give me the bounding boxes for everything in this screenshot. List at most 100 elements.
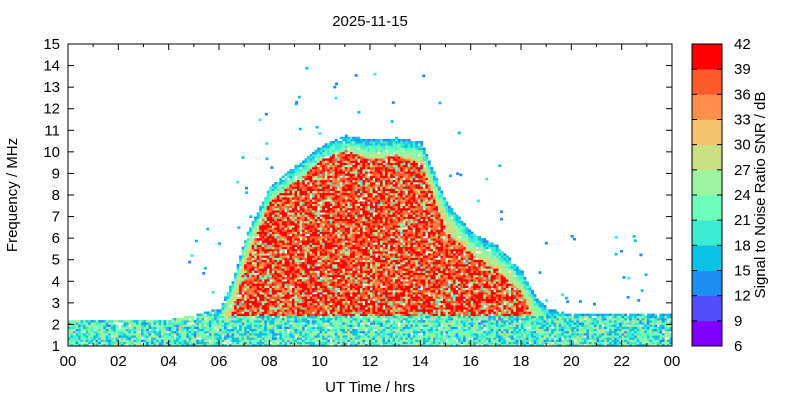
heatmap-cell: [354, 264, 358, 267]
heatmap-cell: [239, 335, 242, 338]
heatmap-cell: [352, 238, 356, 241]
heatmap-cell: [78, 343, 81, 347]
heatmap-cell: [362, 212, 366, 215]
heatmap-cell: [362, 253, 366, 256]
heatmap-cell: [93, 326, 96, 330]
heatmap-cell: [324, 255, 328, 258]
heatmap-cell: [279, 279, 283, 282]
heatmap-cell: [266, 285, 270, 289]
heatmap-cell: [357, 138, 361, 142]
heatmap-cell: [166, 322, 169, 325]
heatmap-cell: [324, 205, 328, 209]
heatmap-cell: [302, 218, 305, 222]
heatmap-cell: [286, 309, 290, 312]
heatmap-cell: [364, 186, 368, 189]
heatmap-cell: [279, 266, 283, 269]
heatmap-cell: [226, 324, 230, 327]
heatmap-cell: [347, 255, 351, 258]
heatmap-cell: [291, 188, 295, 191]
heatmap-cell: [354, 238, 358, 241]
heatmap-cell: [317, 313, 320, 317]
heatmap-cell: [367, 218, 371, 222]
heatmap-cell: [312, 225, 315, 228]
heatmap-cell: [334, 171, 338, 174]
heatmap-cell: [299, 197, 303, 200]
heatmap-cell: [286, 268, 290, 271]
heatmap-cell: [284, 294, 288, 297]
heatmap-cell: [120, 341, 124, 345]
heatmap-cell: [357, 149, 361, 153]
heatmap-cell: [349, 300, 353, 304]
heatmap-cell: [327, 244, 331, 248]
heatmap-cell: [236, 343, 240, 347]
heatmap-cell: [344, 182, 348, 185]
heatmap-cell: [307, 246, 310, 250]
heatmap-cell: [284, 186, 288, 189]
heatmap-cell: [256, 248, 260, 252]
heatmap-cell: [337, 324, 341, 327]
heatmap-cell: [281, 195, 285, 198]
heatmap-cell: [337, 227, 341, 230]
heatmap-cell: [213, 339, 217, 342]
heatmap-cell: [224, 333, 227, 336]
heatmap-cell: [271, 283, 275, 286]
heatmap-cell: [254, 320, 258, 323]
heatmap-cell: [163, 322, 167, 325]
heatmap-cell: [309, 188, 313, 191]
heatmap-cell: [334, 190, 338, 194]
heatmap-cell: [364, 251, 368, 254]
heatmap-cell: [332, 261, 336, 265]
heatmap-cell: [251, 292, 255, 295]
heatmap-cell: [339, 272, 343, 276]
heatmap-cell: [276, 197, 280, 200]
heatmap-cell: [294, 313, 298, 317]
heatmap-cell: [291, 289, 295, 293]
heatmap-cell: [206, 328, 210, 332]
heatmap-cell: [349, 162, 353, 166]
heatmap-cell: [246, 328, 250, 332]
heatmap-cell: [322, 240, 325, 243]
heatmap-cell: [259, 268, 263, 271]
heatmap-cell: [178, 339, 182, 342]
heatmap-cell: [196, 341, 200, 345]
heatmap-cell: [359, 341, 363, 345]
heatmap-cell: [362, 154, 366, 157]
heatmap-cell: [284, 307, 288, 310]
heatmap-cell: [271, 225, 275, 228]
heatmap-cell: [339, 225, 343, 228]
heatmap-cell: [135, 341, 139, 345]
heatmap-cell: [276, 322, 280, 325]
heatmap-cell: [297, 229, 300, 232]
heatmap-cell: [80, 333, 84, 336]
heatmap-cell: [276, 309, 280, 312]
heatmap-cell: [342, 264, 346, 267]
heatmap-cell: [256, 266, 260, 269]
heatmap-cell: [337, 266, 341, 269]
heatmap-cell: [291, 212, 295, 215]
heatmap-cell: [266, 341, 270, 345]
heatmap-cell: [357, 253, 361, 256]
heatmap-cell: [203, 341, 207, 345]
heatmap-cell: [281, 184, 285, 187]
heatmap-cell: [271, 330, 275, 334]
heatmap-cell: [334, 322, 338, 325]
heatmap-cell: [254, 315, 258, 319]
heatmap-cell: [349, 199, 353, 202]
heatmap-cell: [339, 281, 343, 284]
heatmap-cell: [322, 279, 325, 282]
heatmap-cell: [256, 335, 260, 338]
heatmap-cell: [342, 182, 346, 185]
heatmap-cell: [307, 264, 310, 267]
heatmap-cell: [236, 305, 240, 308]
heatmap-cell: [271, 317, 275, 321]
heatmap-cell: [362, 296, 366, 299]
heatmap-cell: [281, 328, 285, 332]
heatmap-cell: [241, 276, 245, 280]
heatmap-cell: [334, 300, 338, 304]
heatmap-cell: [271, 305, 275, 308]
heatmap-cell: [359, 255, 363, 258]
heatmap-cell: [324, 276, 328, 280]
heatmap-cell: [191, 333, 195, 336]
heatmap-cell: [309, 315, 313, 319]
heatmap-cell: [324, 296, 328, 299]
